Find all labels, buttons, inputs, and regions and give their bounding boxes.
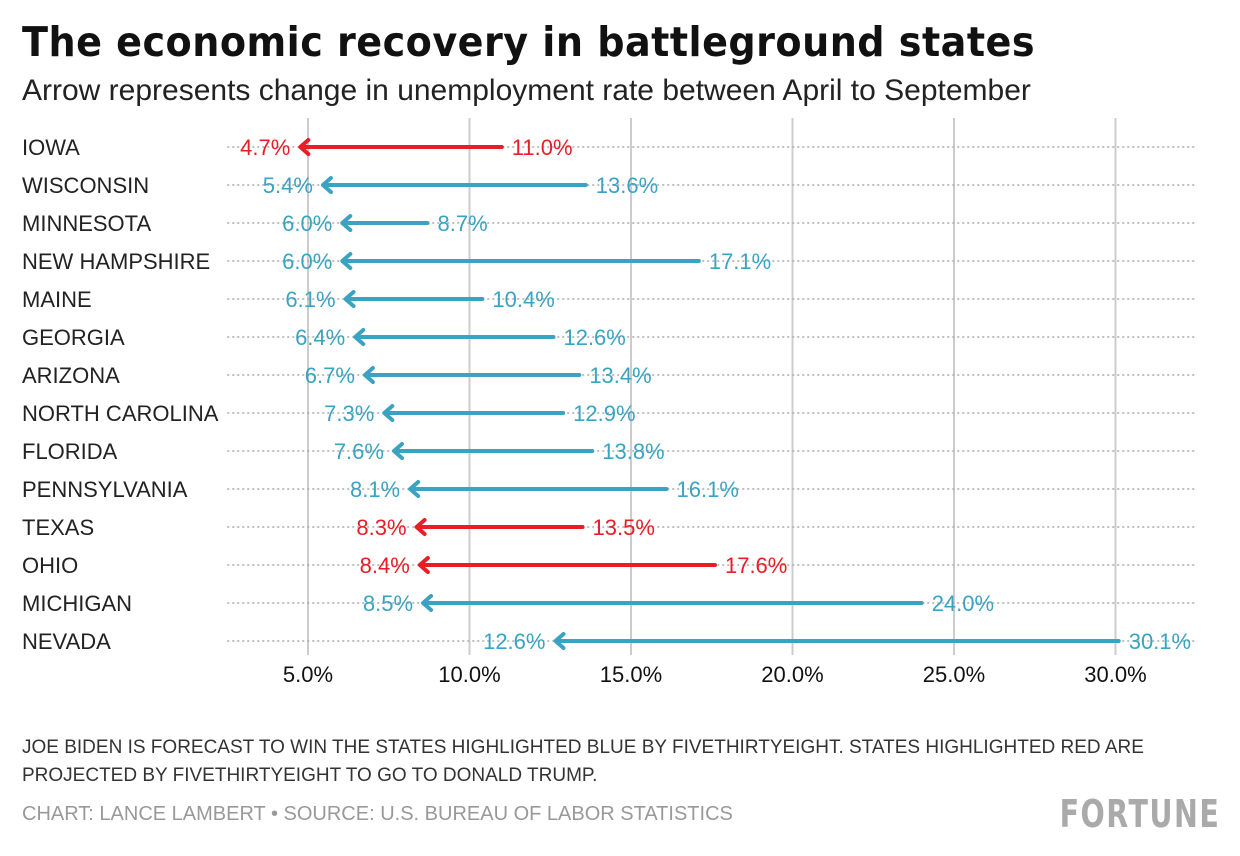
april-value-label: 10.4%: [492, 287, 554, 312]
september-value-label: 6.7%: [305, 363, 355, 388]
april-value-label: 13.6%: [596, 173, 658, 198]
april-value-label: 11.0%: [512, 135, 573, 160]
state-label: NEW HAMPSHIRE: [22, 249, 210, 274]
arrow-head-icon: [553, 632, 566, 650]
arrow-head-icon: [362, 366, 375, 384]
state-label: GEORGIA: [22, 325, 125, 350]
september-value-label: 8.3%: [356, 515, 406, 540]
april-value-label: 17.6%: [725, 553, 787, 578]
arrow-head-icon: [417, 556, 430, 574]
september-value-label: 6.0%: [282, 211, 332, 236]
april-value-label: 13.4%: [589, 363, 651, 388]
arrow-head-icon: [382, 404, 395, 422]
arrow-head-icon: [421, 594, 434, 612]
state-label: ARIZONA: [22, 363, 120, 388]
state-label: MICHIGAN: [22, 591, 132, 616]
april-value-label: 13.5%: [593, 515, 655, 540]
arrow-head-icon: [391, 442, 404, 460]
april-value-label: 30.1%: [1129, 629, 1191, 654]
arrow-head-icon: [408, 480, 421, 498]
arrow-head-icon: [298, 138, 311, 156]
september-value-label: 4.7%: [240, 135, 290, 160]
april-value-label: 12.9%: [573, 401, 635, 426]
state-label: NORTH CAROLINA: [22, 401, 219, 426]
september-value-label: 5.4%: [263, 173, 313, 198]
x-tick-label: 25.0%: [923, 662, 985, 687]
state-label: OHIO: [22, 553, 78, 578]
september-value-label: 8.4%: [360, 553, 410, 578]
arrow-head-icon: [414, 518, 427, 536]
x-tick-label: 5.0%: [283, 662, 333, 687]
april-value-label: 12.6%: [563, 325, 625, 350]
state-label: PENNSYLVANIA: [22, 477, 188, 502]
x-tick-label: 15.0%: [600, 662, 662, 687]
fortune-logo: FORTUNE: [1059, 792, 1220, 836]
state-label: IOWA: [22, 135, 80, 160]
chart-subtitle: Arrow represents change in unemployment …: [22, 74, 1031, 107]
arrow-head-icon: [343, 290, 356, 308]
april-value-label: 17.1%: [709, 249, 771, 274]
arrow-head-icon: [340, 214, 353, 232]
september-value-label: 6.0%: [282, 249, 332, 274]
arrow-head-icon: [340, 252, 353, 270]
september-value-label: 8.5%: [363, 591, 413, 616]
x-tick-label: 10.0%: [438, 662, 500, 687]
september-value-label: 8.1%: [350, 477, 400, 502]
x-tick-label: 20.0%: [761, 662, 823, 687]
footnote: JOE BIDEN IS FORECAST TO WIN THE STATES …: [22, 737, 1144, 786]
april-value-label: 13.8%: [602, 439, 664, 464]
arrow-head-icon: [353, 328, 366, 346]
x-tick-label: 30.0%: [1084, 662, 1146, 687]
state-label: MINNESOTA: [22, 211, 151, 236]
arrow-chart: 5.0% 10.0% 15.0% 20.0% 25.0% 30.0% IOWA 4.7% 11.…: [22, 118, 1197, 687]
state-label: TEXAS: [22, 515, 94, 540]
september-value-label: 7.3%: [324, 401, 374, 426]
april-value-label: 8.7%: [438, 211, 488, 236]
september-value-label: 7.6%: [334, 439, 384, 464]
state-label: FLORIDA: [22, 439, 118, 464]
chart-title: The economic recovery in battleground st…: [22, 18, 1036, 66]
arrow-head-icon: [320, 176, 333, 194]
september-value-label: 12.6%: [483, 629, 545, 654]
april-value-label: 16.1%: [677, 477, 739, 502]
state-label: WISCONSIN: [22, 173, 149, 198]
state-label: NEVADA: [22, 629, 111, 654]
september-value-label: 6.1%: [285, 287, 335, 312]
state-label: MAINE: [22, 287, 92, 312]
april-value-label: 24.0%: [932, 591, 994, 616]
september-value-label: 6.4%: [295, 325, 345, 350]
source-credit: CHART: LANCE LAMBERT • SOURCE: U.S. BURE…: [22, 803, 733, 825]
